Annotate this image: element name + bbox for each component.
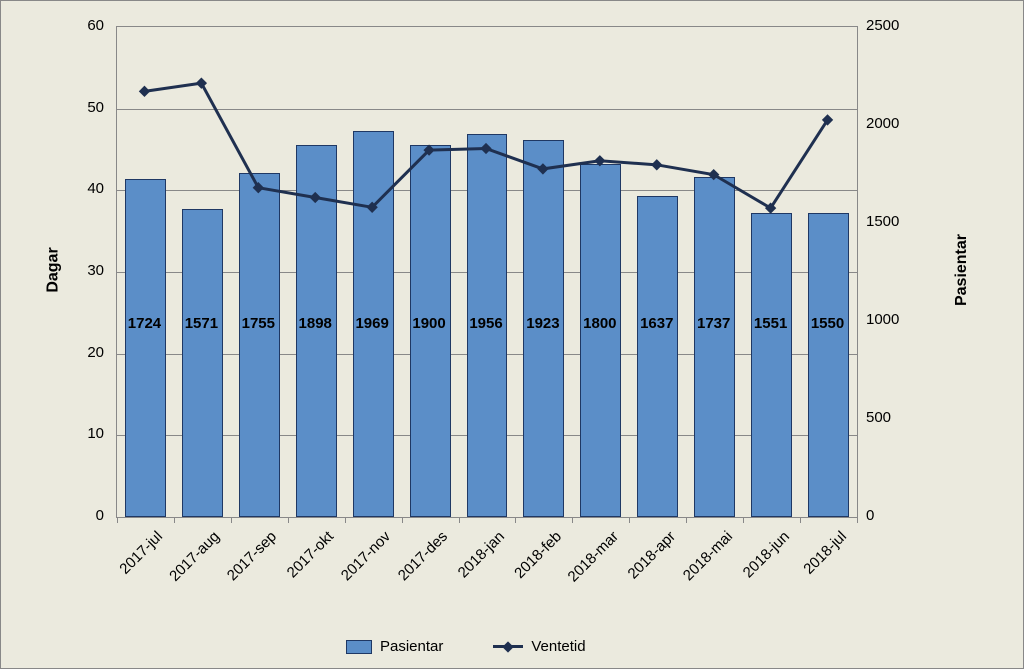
x-tick <box>857 517 858 523</box>
y-left-tick-label: 10 <box>87 425 104 442</box>
y-left-tick-label: 50 <box>87 99 104 116</box>
y-right-tick-label: 2500 <box>866 17 899 34</box>
bar-value-label: 1800 <box>583 315 616 332</box>
bar-value-label: 1900 <box>412 315 445 332</box>
y-left-tick-label: 20 <box>87 344 104 361</box>
x-tick-label: 2018-apr <box>617 528 679 590</box>
y-left-tick-label: 0 <box>96 507 104 524</box>
legend: Pasientar Ventetid <box>346 638 586 655</box>
x-tick <box>686 517 687 523</box>
x-tick <box>800 517 801 523</box>
x-tick <box>515 517 516 523</box>
bar <box>580 164 621 517</box>
bar-value-label: 1550 <box>811 315 844 332</box>
bar <box>125 179 166 517</box>
bar <box>751 213 792 517</box>
x-tick-label: 2018-jul <box>788 528 850 590</box>
y-left-tick-label: 40 <box>87 180 104 197</box>
bar-value-label: 1737 <box>697 315 730 332</box>
bar-value-label: 1923 <box>526 315 559 332</box>
legend-swatch-line <box>493 645 523 648</box>
x-tick-label: 2017-des <box>390 528 452 590</box>
chart-container: Dagar Pasientar Pasientar Ventetid 0 10 20… <box>0 0 1024 669</box>
x-tick-label: 2017-sep <box>219 528 281 590</box>
bar-value-label: 1571 <box>185 315 218 332</box>
bar-value-label: 1755 <box>242 315 275 332</box>
legend-swatch-bar <box>346 640 372 654</box>
x-tick-label: 2018-mar <box>560 528 622 590</box>
x-tick <box>743 517 744 523</box>
bar <box>808 213 849 517</box>
bar <box>637 196 678 517</box>
bar-value-label: 1969 <box>355 315 388 332</box>
bar <box>182 209 223 517</box>
x-tick <box>402 517 403 523</box>
x-tick <box>629 517 630 523</box>
x-tick <box>117 517 118 523</box>
legend-item-line: Ventetid <box>493 638 585 655</box>
y-right-tick-label: 0 <box>866 507 874 524</box>
bar-value-label: 1956 <box>469 315 502 332</box>
x-tick <box>345 517 346 523</box>
x-tick-label: 2017-okt <box>276 528 338 590</box>
grid-line <box>117 109 857 110</box>
x-tick <box>231 517 232 523</box>
bar <box>694 177 735 517</box>
x-tick-label: 2018-jun <box>731 528 793 590</box>
x-tick-label: 2017-aug <box>162 528 224 590</box>
y-right-tick-label: 1000 <box>866 311 899 328</box>
x-tick-label: 2018-jan <box>447 528 509 590</box>
plot-area <box>116 26 858 518</box>
x-tick-label: 2018-mai <box>674 528 736 590</box>
bar-value-label: 1637 <box>640 315 673 332</box>
y-right-tick-label: 1500 <box>866 213 899 230</box>
legend-item-bars: Pasientar <box>346 638 443 655</box>
bar-value-label: 1898 <box>299 315 332 332</box>
x-tick <box>174 517 175 523</box>
legend-label-line: Ventetid <box>531 638 585 655</box>
x-tick <box>572 517 573 523</box>
y-left-tick-label: 30 <box>87 262 104 279</box>
x-tick-label: 2017-jul <box>105 528 167 590</box>
bar-value-label: 1551 <box>754 315 787 332</box>
y-left-tick-label: 60 <box>87 17 104 34</box>
y-axis-right-title: Pasientar <box>953 234 971 306</box>
legend-label-bars: Pasientar <box>380 638 443 655</box>
y-axis-left-title: Dagar <box>45 247 63 292</box>
x-tick-label: 2017-nov <box>333 528 395 590</box>
y-right-tick-label: 2000 <box>866 115 899 132</box>
x-tick <box>288 517 289 523</box>
x-tick <box>459 517 460 523</box>
y-right-tick-label: 500 <box>866 409 891 426</box>
bar-value-label: 1724 <box>128 315 161 332</box>
bar <box>239 173 280 517</box>
x-tick-label: 2018-feb <box>503 528 565 590</box>
